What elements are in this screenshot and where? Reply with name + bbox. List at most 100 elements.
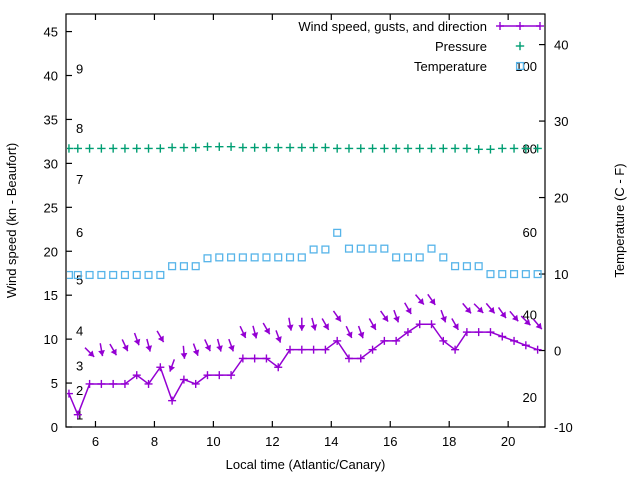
- x-tick-label: 12: [265, 434, 279, 449]
- wind-direction-arrow: [251, 325, 259, 339]
- wind-direction-arrow: [192, 343, 200, 357]
- x-axis-title: Local time (Atlantic/Canary): [226, 457, 386, 472]
- temperature-point-marker: [403, 253, 412, 262]
- x-tick-label: 16: [383, 434, 397, 449]
- wind-direction-arrow: [462, 302, 472, 314]
- temperature-point-marker: [215, 253, 224, 262]
- temperature-point-marker: [356, 244, 365, 253]
- y2-axis-title: Temperature (C - F): [612, 163, 627, 277]
- x-tick-label: 6: [92, 434, 99, 449]
- y-tick-label: 40: [44, 69, 58, 84]
- beaufort-label: 9: [76, 61, 83, 76]
- temperature-point-marker: [309, 245, 318, 254]
- series-wind: [67, 293, 543, 419]
- temperature-point-marker: [132, 270, 141, 280]
- temperature-point-marker: [109, 270, 118, 280]
- wind-direction-arrow: [84, 347, 95, 358]
- y-tick-label: 0: [51, 420, 58, 435]
- y2-tick-label: 30: [554, 114, 568, 129]
- beaufort-label: 3: [76, 358, 83, 373]
- temperature-point-marker: [439, 253, 448, 262]
- wind-direction-arrow: [509, 310, 519, 322]
- data-series-layer: [67, 142, 543, 419]
- wind-direction-arrow: [109, 343, 118, 356]
- temperature-point-marker: [144, 270, 153, 280]
- temperature-point-marker: [368, 244, 377, 253]
- wind-direction-arrow: [121, 339, 129, 352]
- y2-tick-label: -10: [554, 420, 573, 435]
- wind-direction-arrow: [180, 345, 188, 359]
- fahrenheit-label: 100: [515, 59, 537, 74]
- y2-tick-label: 40: [554, 38, 568, 53]
- wind-direction-arrow: [98, 343, 105, 357]
- beaufort-label: 4: [76, 323, 83, 338]
- plot-border: [65, 13, 546, 428]
- beaufort-label: 6: [76, 225, 83, 240]
- series-pressure: [67, 142, 542, 154]
- temperature-point-marker: [179, 262, 188, 271]
- y-tick-label: 5: [51, 376, 58, 391]
- y-axis-title: Wind speed (kn - Beaufort): [4, 143, 19, 298]
- wind-direction-arrow: [532, 318, 543, 330]
- y-tick-label: 25: [44, 200, 58, 215]
- temperature-point-marker: [415, 253, 424, 262]
- legend-label: Temperature: [414, 59, 487, 74]
- temperature-point-marker: [285, 253, 295, 262]
- wind-direction-arrow: [156, 330, 165, 343]
- temperature-point-marker: [321, 245, 330, 254]
- x-tick-label: 20: [501, 434, 515, 449]
- wind-direction-arrow: [310, 317, 318, 331]
- temperature-point-marker: [486, 270, 495, 279]
- temperature-point-marker: [168, 262, 177, 271]
- x-tick-label: 18: [442, 434, 456, 449]
- beaufort-label: 7: [76, 172, 83, 187]
- y2-tick-label: 0: [554, 344, 561, 359]
- wind-direction-arrow: [332, 310, 342, 323]
- temperature-point-marker: [227, 253, 236, 262]
- wind-direction-arrow: [216, 338, 223, 352]
- beaufort-label: 5: [76, 272, 83, 287]
- fahrenheit-label: 40: [523, 308, 537, 323]
- y-tick-label: 35: [44, 112, 58, 127]
- wind-direction-arrow: [286, 317, 294, 331]
- legend-marker-square: [515, 61, 525, 71]
- wind-direction-arrow: [145, 338, 153, 352]
- chart-legend: Wind speed, gusts, and direction Pressure…: [298, 19, 544, 74]
- temperature-point-marker: [297, 253, 306, 262]
- temperature-point-marker: [509, 270, 519, 279]
- wind-direction-arrow: [168, 359, 176, 372]
- x-tick-label: 8: [151, 434, 158, 449]
- axis-ticks: 6 8 10 12 14 16 18 20051015202530354045-1001020…: [44, 14, 573, 449]
- temperature-point-marker: [250, 253, 259, 262]
- wind-direction-arrow: [345, 325, 353, 339]
- temperature-point-marker: [427, 244, 436, 253]
- temperature-point-marker: [333, 228, 342, 237]
- wind-direction-arrow: [473, 303, 484, 314]
- wind-direction-arrow: [368, 318, 377, 331]
- temperature-point-marker: [451, 262, 460, 271]
- wind-direction-arrow: [520, 315, 531, 326]
- wind-direction-arrow: [298, 317, 306, 331]
- temperature-point-marker: [85, 270, 94, 280]
- x-tick-label: 10: [206, 434, 220, 449]
- beaufort-label: 8: [76, 121, 83, 136]
- wind-direction-arrow: [380, 310, 389, 323]
- axis-titles: Local time (Atlantic/Canary) Wind speed (…: [4, 143, 627, 472]
- wind-direction-arrow: [497, 307, 507, 319]
- temperature-point-marker: [344, 244, 354, 253]
- temperature-point-marker: [392, 253, 401, 262]
- wind-direction-arrow: [427, 293, 436, 306]
- series-temperature: [67, 228, 542, 280]
- x-tick-label: 14: [324, 434, 338, 449]
- legend-label: Wind speed, gusts, and direction: [298, 19, 487, 34]
- wind-direction-arrow: [393, 309, 400, 323]
- wind-direction-arrow: [321, 318, 330, 331]
- series-body: [67, 142, 543, 419]
- temperature-point-marker: [191, 262, 200, 271]
- temperature-point-marker: [238, 253, 247, 262]
- temperature-point-marker: [462, 262, 471, 271]
- wind-direction-arrow: [204, 339, 211, 352]
- wind-direction-arrow: [357, 325, 365, 339]
